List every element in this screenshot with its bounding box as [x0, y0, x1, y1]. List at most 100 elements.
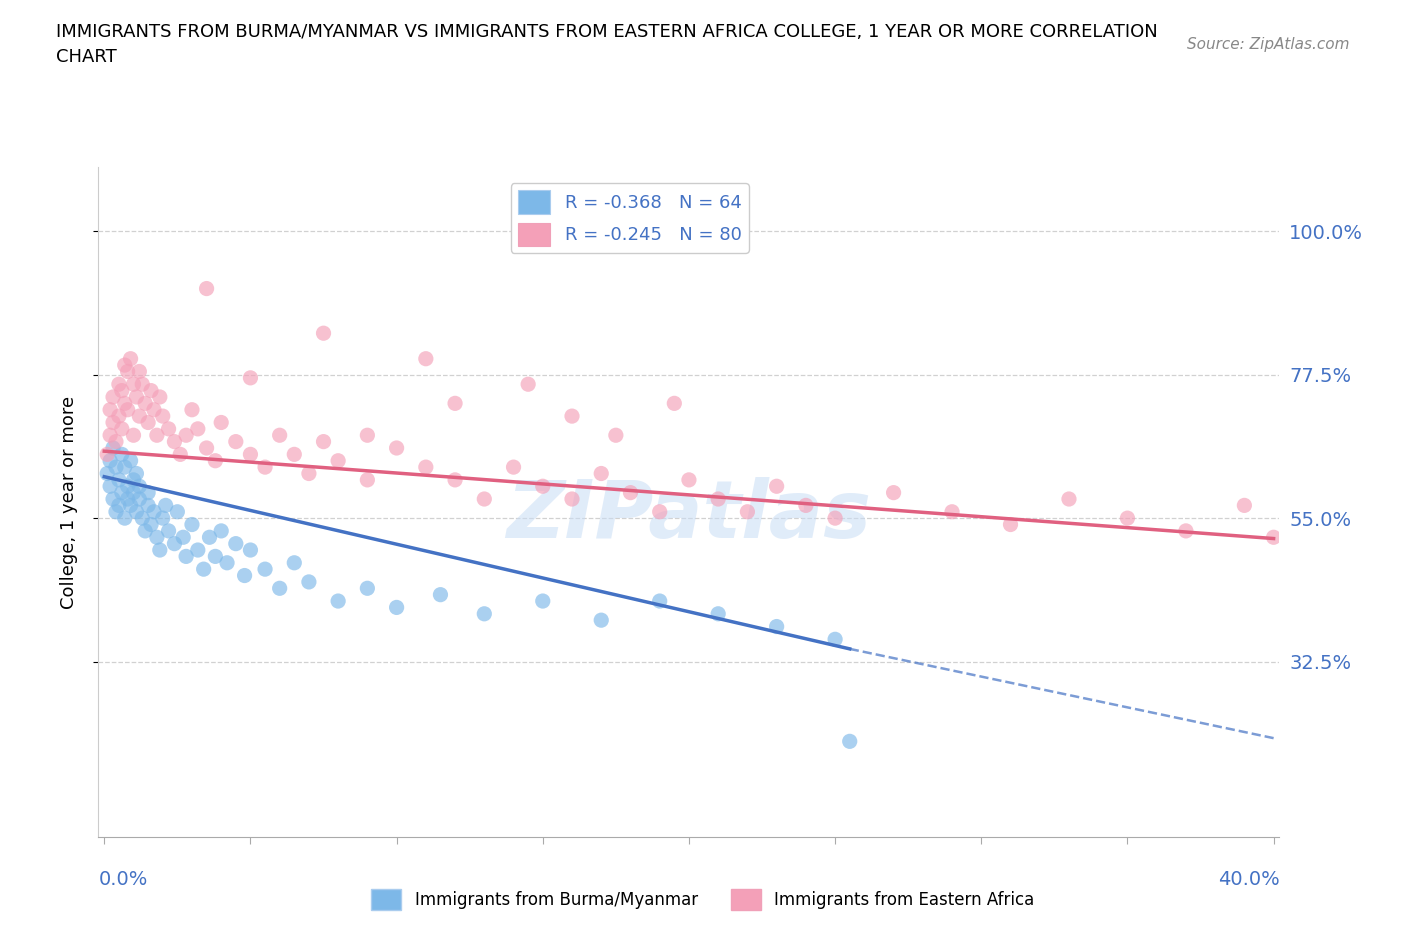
Point: [181, 517, 204, 532]
Point: [1263, 530, 1285, 545]
Point: [117, 403, 139, 418]
Point: [204, 453, 226, 468]
Point: [678, 472, 700, 487]
Point: [120, 498, 142, 512]
Point: [125, 390, 148, 405]
Point: [114, 396, 136, 411]
Point: [385, 600, 408, 615]
Point: [195, 441, 218, 456]
Point: [838, 734, 860, 749]
Legend: Immigrants from Burma/Myanmar, Immigrants from Eastern Africa: Immigrants from Burma/Myanmar, Immigrant…: [364, 883, 1042, 917]
Point: [181, 403, 204, 418]
Point: [134, 396, 156, 411]
Point: [1233, 498, 1256, 512]
Point: [122, 428, 145, 443]
Point: [824, 511, 846, 525]
Point: [111, 421, 134, 436]
Point: [193, 562, 215, 577]
Point: [195, 281, 218, 296]
Point: [254, 562, 277, 577]
Legend: R = -0.368   N = 64, R = -0.245   N = 80: R = -0.368 N = 64, R = -0.245 N = 80: [510, 183, 749, 253]
Point: [149, 390, 172, 405]
Point: [149, 542, 172, 557]
Point: [98, 403, 121, 418]
Point: [356, 428, 378, 443]
Point: [254, 459, 277, 474]
Point: [312, 434, 335, 449]
Point: [502, 459, 524, 474]
Point: [356, 581, 378, 596]
Point: [326, 453, 349, 468]
Text: IMMIGRANTS FROM BURMA/MYANMAR VS IMMIGRANTS FROM EASTERN AFRICA COLLEGE, 1 YEAR : IMMIGRANTS FROM BURMA/MYANMAR VS IMMIGRA…: [56, 23, 1159, 41]
Point: [117, 492, 139, 507]
Point: [233, 568, 256, 583]
Text: 0.0%: 0.0%: [98, 870, 148, 888]
Point: [1116, 511, 1139, 525]
Point: [561, 492, 583, 507]
Point: [98, 453, 121, 468]
Point: [166, 504, 188, 519]
Point: [128, 492, 150, 507]
Point: [215, 555, 238, 570]
Point: [824, 631, 846, 646]
Point: [198, 530, 221, 545]
Point: [298, 575, 321, 590]
Point: [707, 606, 730, 621]
Point: [619, 485, 641, 500]
Point: [111, 383, 134, 398]
Point: [415, 459, 437, 474]
Point: [128, 479, 150, 494]
Point: [120, 352, 142, 366]
Point: [531, 479, 554, 494]
Point: [152, 408, 174, 423]
Point: [174, 428, 197, 443]
Point: [98, 479, 121, 494]
Point: [429, 587, 451, 602]
Point: [169, 447, 191, 462]
Point: [664, 396, 686, 411]
Point: [128, 364, 150, 379]
Y-axis label: College, 1 year or more: College, 1 year or more: [59, 395, 77, 609]
Point: [108, 472, 131, 487]
Point: [531, 593, 554, 608]
Point: [591, 613, 613, 628]
Point: [163, 434, 186, 449]
Point: [131, 377, 153, 392]
Point: [172, 530, 194, 545]
Point: [209, 415, 232, 430]
Point: [143, 403, 166, 418]
Point: [136, 485, 159, 500]
Point: [163, 537, 186, 551]
Point: [120, 453, 142, 468]
Point: [122, 377, 145, 392]
Point: [472, 492, 495, 507]
Point: [187, 542, 209, 557]
Point: [648, 593, 671, 608]
Point: [146, 530, 169, 545]
Point: [204, 549, 226, 564]
Point: [356, 472, 378, 487]
Point: [157, 524, 180, 538]
Point: [111, 447, 134, 462]
Point: [111, 485, 134, 500]
Point: [101, 441, 124, 456]
Point: [155, 498, 177, 512]
Point: [108, 377, 131, 392]
Point: [98, 428, 121, 443]
Point: [326, 593, 349, 608]
Point: [444, 472, 467, 487]
Point: [117, 479, 139, 494]
Point: [239, 542, 262, 557]
Point: [101, 492, 124, 507]
Point: [269, 428, 291, 443]
Point: [225, 434, 247, 449]
Point: [648, 504, 671, 519]
Point: [269, 581, 291, 596]
Point: [187, 421, 209, 436]
Point: [415, 352, 437, 366]
Point: [114, 358, 136, 373]
Point: [1174, 524, 1197, 538]
Point: [157, 421, 180, 436]
Point: [122, 485, 145, 500]
Point: [561, 408, 583, 423]
